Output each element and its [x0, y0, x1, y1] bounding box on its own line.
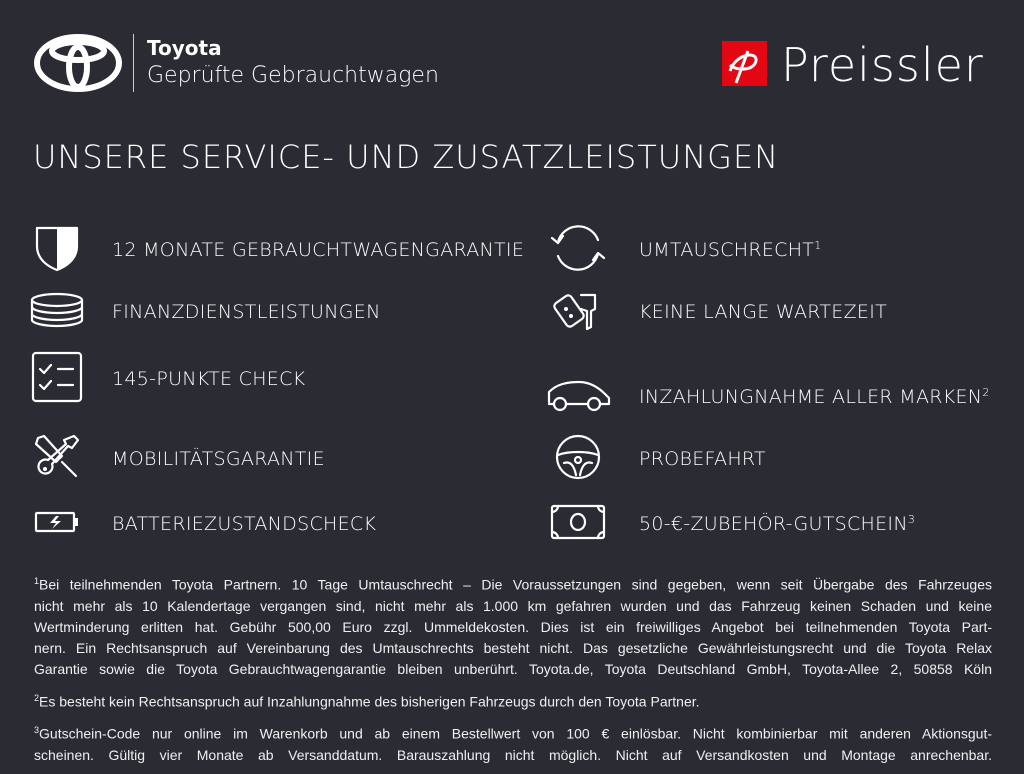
footnote-line: Wertminderung erlitten hat. Gebühr 500,0… — [34, 618, 992, 635]
footnote-line: 2Es besteht kein Rechtsanspruch auf Inza… — [34, 692, 700, 710]
footnote: 1Bei teilnehmenden Toyota Partnern. 10 T… — [34, 571, 992, 680]
footnote-marker: 2 — [982, 385, 990, 399]
service-item: UMTAUSCHRECHT1 — [639, 239, 822, 261]
service-label: MOBILITÄTSGARANTIE — [112, 448, 325, 470]
checklist-icon — [31, 351, 83, 407]
service-label: 12 MONATE GEBRAUCHTWAGENGARANTIE — [112, 239, 525, 261]
service-label: INZAHLUNGNAHME ALLER MARKEN — [639, 386, 983, 409]
toyota-logo — [34, 34, 122, 92]
service-item: FINANZDIENSTLEISTUNGEN — [112, 301, 381, 323]
dealer-name: Preissler — [781, 38, 984, 92]
service-label: BATTERIEZUSTANDSCHECK — [112, 513, 377, 535]
service-item: PROBEFAHRT — [639, 448, 766, 470]
exchange-arrows-icon — [548, 222, 608, 278]
service-item: 145-PUNKTE CHECK — [112, 368, 305, 390]
service-item: 50-€-ZUBEHÖR-GUTSCHEIN3 — [639, 513, 915, 535]
brand-name: Toyota — [147, 36, 222, 60]
service-label: UMTAUSCHRECHT — [639, 239, 815, 262]
car-icon — [543, 378, 613, 416]
service-item: INZAHLUNGNAHME ALLER MARKEN2 — [639, 386, 990, 408]
footnote-line: Garantie sowie die Toyota Gebrauchtwagen… — [34, 660, 992, 677]
car-key-icon — [553, 287, 603, 337]
page-title: UNSERE SERVICE- UND ZUSATZLEISTUNGEN — [33, 138, 780, 176]
service-label: PROBEFAHRT — [639, 448, 766, 470]
steering-wheel-icon — [554, 433, 602, 485]
footnote-marker: 2 — [34, 692, 40, 703]
coins-icon — [29, 292, 85, 332]
tools-icon — [32, 432, 82, 486]
footnote-line: 3Gutschein-Code nur online im Warenkorb … — [34, 725, 992, 742]
service-item: MOBILITÄTSGARANTIE — [112, 448, 325, 470]
footnote-line: 1Bei teilnehmenden Toyota Partnern. 10 T… — [34, 576, 992, 593]
divider — [133, 34, 134, 92]
service-item: KEINE LANGE WARTEZEIT — [639, 301, 887, 323]
footnote-line: nern. Ein Rechtsanspruch auf Vereinbarun… — [34, 639, 992, 656]
service-item: BATTERIEZUSTANDSCHECK — [112, 513, 376, 535]
footnote-line: nicht mehr als 10 Kalendertage vergangen… — [34, 597, 992, 614]
service-item: 12 MONATE GEBRAUCHTWAGENGARANTIE — [112, 239, 524, 261]
service-label: 145-PUNKTE CHECK — [112, 368, 306, 390]
preissler-logo-icon — [722, 41, 767, 86]
footnote-marker: 3 — [907, 512, 916, 526]
voucher-icon — [550, 504, 606, 544]
footnote-marker: 3 — [34, 725, 40, 736]
footnote-line: scheinen. Gültig vier Monate ab Versandd… — [34, 746, 992, 763]
brand-subtitle: Geprüfte Gebrauchtwagen — [147, 63, 439, 88]
footnote-marker: 1 — [814, 238, 822, 252]
service-label: FINANZDIENSTLEISTUNGEN — [112, 301, 381, 323]
service-label: KEINE LANGE WARTEZEIT — [639, 301, 888, 323]
footnotes: 1Bei teilnehmenden Toyota Partnern. 10 T… — [34, 571, 992, 774]
service-label: 50-€-ZUBEHÖR-GUTSCHEIN — [639, 513, 908, 536]
footnote: 2Es besteht kein Rechtsanspruch auf Inza… — [34, 688, 992, 713]
battery-icon — [34, 510, 80, 538]
footnote-marker: 1 — [34, 576, 40, 586]
shield-icon — [32, 224, 82, 276]
footnote: 3Gutschein-Code nur online im Warenkorb … — [34, 720, 992, 766]
